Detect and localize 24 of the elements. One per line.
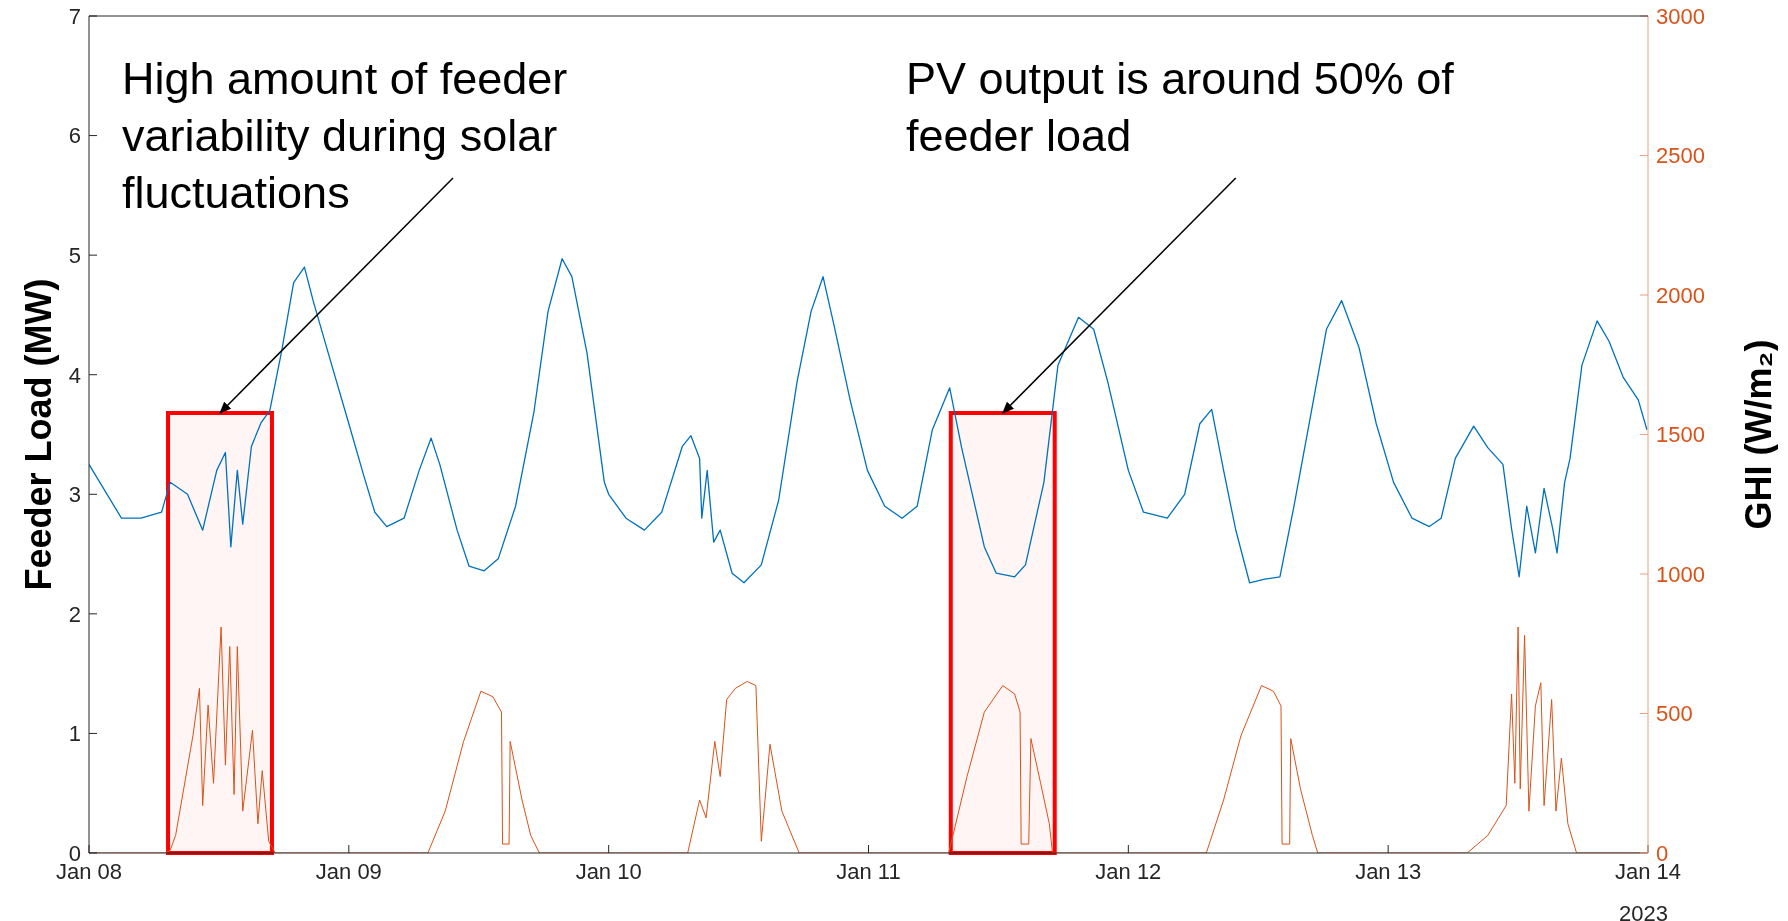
y-tick-label: 6 — [68, 123, 81, 149]
y-tick-label: 4 — [68, 362, 81, 388]
text: 2023 — [1618, 901, 1668, 921]
y2-tick-label: 1500 — [1656, 422, 1705, 448]
y-tick-label: 2 — [68, 601, 81, 627]
x-tick-label: Jan 11 — [836, 858, 901, 884]
line-series — [89, 258, 1648, 584]
y2-tick-label: 1000 — [1656, 561, 1705, 587]
y-axis-title: Feeder Load (MW) — [17, 278, 59, 591]
annotation: High amount of feeder variability during solar fluctuations — [122, 52, 569, 220]
y-tick-label: 1 — [68, 721, 81, 747]
y-tick-label: 7 — [68, 3, 81, 29]
annotation: PV output is around 50% of feeder load — [906, 52, 1455, 163]
y2-tick-label: 500 — [1656, 701, 1693, 727]
y2-tick-label: 2000 — [1656, 282, 1705, 308]
y-tick-label: 3 — [68, 482, 81, 508]
x-tick-label: Jan 13 — [1355, 858, 1422, 884]
x-tick-label: Jan 10 — [575, 858, 642, 884]
y2-tick-label: 3000 — [1656, 3, 1705, 29]
x-tick-label: Jan 09 — [315, 858, 382, 884]
y2-axis-title: GHI (W/m₂) — [1737, 339, 1779, 530]
x-tick-label: Jan 12 — [1095, 858, 1162, 884]
y-tick-label: 5 — [68, 242, 81, 268]
y2-tick-label: 2500 — [1656, 143, 1705, 169]
